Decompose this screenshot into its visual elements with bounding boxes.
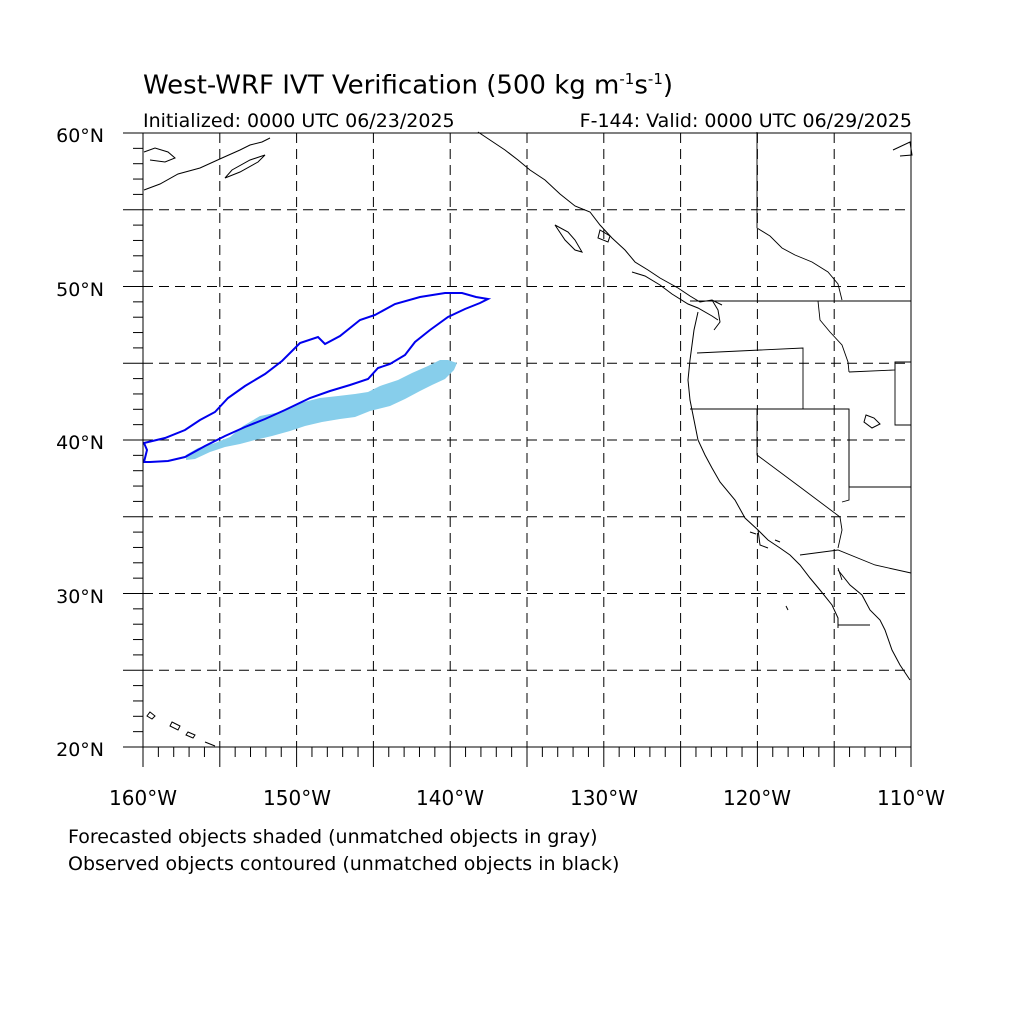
lat-label-50: 50°N bbox=[56, 279, 104, 301]
grid-lines bbox=[143, 133, 911, 747]
lon-label-150w: 150°W bbox=[263, 786, 331, 810]
lon-label-160w: 160°W bbox=[109, 786, 177, 810]
chart-title: West-WRF IVT Verification (500 kg m-1s-1… bbox=[143, 70, 674, 101]
axis-ticks bbox=[123, 132, 912, 767]
lat-label-20: 20°N bbox=[56, 739, 104, 761]
political-boundaries bbox=[690, 132, 912, 626]
coastlines bbox=[143, 131, 913, 747]
longitude-labels: 160°W 150°W 140°W 130°W 120°W 110°W bbox=[109, 786, 945, 810]
lat-label-30: 30°N bbox=[56, 586, 104, 608]
valid-time-label: F-144: Valid: 0000 UTC 06/29/2025 bbox=[579, 110, 912, 132]
lon-label-110w: 110°W bbox=[877, 786, 945, 810]
forecast-legend-note: Forecasted objects shaded (unmatched obj… bbox=[68, 826, 598, 848]
latitude-labels: 60°N 50°N 40°N 30°N 20°N bbox=[56, 125, 104, 761]
initialized-label: Initialized: 0000 UTC 06/23/2025 bbox=[143, 110, 455, 132]
observed-ivt-contour bbox=[142, 292, 492, 463]
lon-label-140w: 140°W bbox=[416, 786, 484, 810]
plot-frame bbox=[142, 132, 912, 748]
observed-legend-note: Observed objects contoured (unmatched ob… bbox=[68, 853, 620, 875]
lat-label-60: 60°N bbox=[56, 125, 104, 147]
forecast-ivt-object bbox=[186, 360, 457, 460]
lon-label-130w: 130°W bbox=[570, 786, 638, 810]
lon-label-120w: 120°W bbox=[723, 786, 791, 810]
lat-label-40: 40°N bbox=[56, 432, 104, 454]
